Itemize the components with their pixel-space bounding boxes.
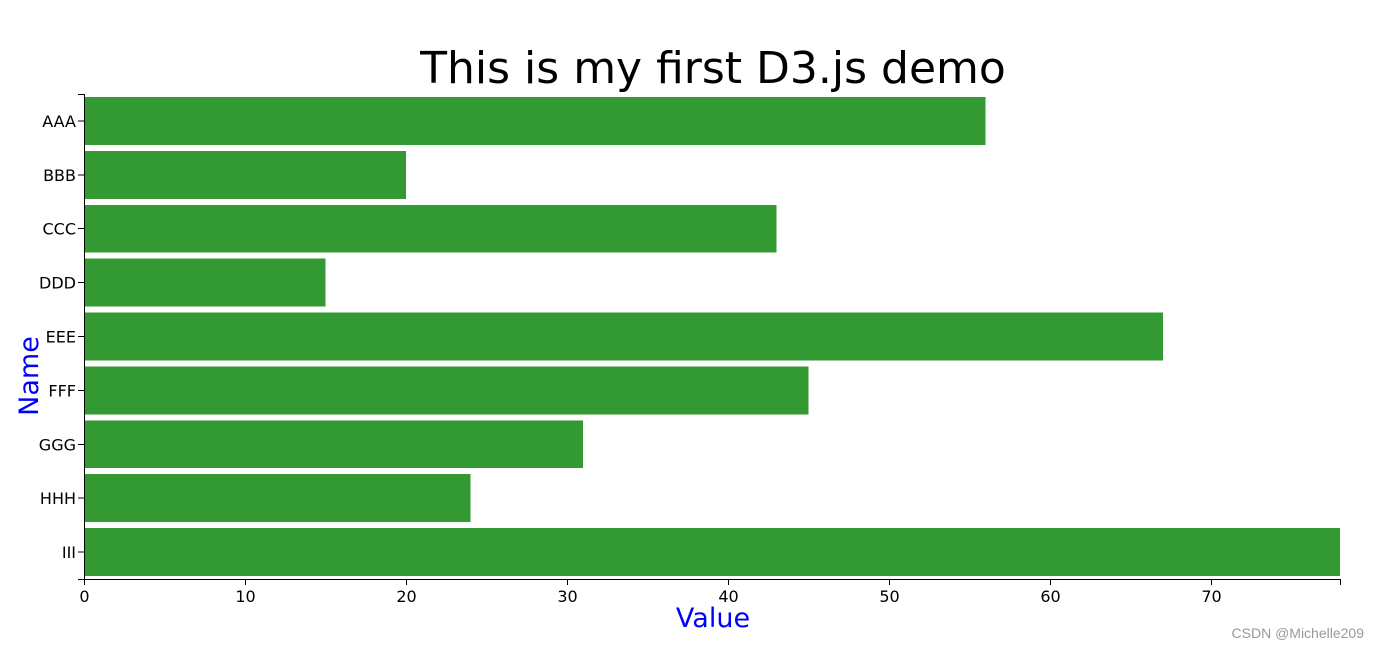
- y-tick-label: HHH: [40, 489, 76, 508]
- bar-fff: [85, 366, 809, 415]
- bars-group: [85, 97, 1340, 576]
- x-tick-label: 50: [879, 587, 899, 606]
- bar-aaa: [85, 97, 986, 145]
- watermark: CSDN @Michelle209: [1231, 625, 1364, 641]
- chart-title: This is my first D3.js demo: [419, 43, 1006, 94]
- bar-ddd: [85, 258, 326, 307]
- bar-bbb: [85, 150, 407, 199]
- bar-ggg: [85, 420, 584, 469]
- x-tick-label: 20: [396, 587, 416, 606]
- y-tick-label: BBB: [43, 166, 76, 185]
- bar-iii: [85, 528, 1340, 576]
- x-axis: 0 10 20 30 40 50 60 70: [79, 579, 1341, 606]
- y-tick-label: DDD: [39, 274, 76, 293]
- x-axis-line: [84, 579, 1341, 585]
- y-axis-line: [78, 94, 85, 580]
- x-tick-label: 30: [557, 587, 577, 606]
- y-axis: AAA BBB CCC DDD EEE FFF GGG HHH III: [39, 94, 85, 580]
- y-tick-label: CCC: [42, 220, 76, 239]
- x-tick-label: 40: [718, 587, 738, 606]
- x-tick-label: 60: [1040, 587, 1060, 606]
- y-tick-label: GGG: [39, 435, 76, 454]
- y-tick-label: AAA: [42, 112, 76, 131]
- y-tick-label: FFF: [48, 381, 76, 400]
- x-axis-label: Value: [676, 603, 750, 634]
- y-axis-label: Name: [14, 336, 45, 416]
- x-tick-label: 70: [1201, 587, 1221, 606]
- y-tick-label: EEE: [46, 328, 76, 347]
- bar-hhh: [85, 474, 471, 523]
- x-tick-label: 0: [79, 587, 89, 606]
- y-tick-label: III: [62, 543, 76, 562]
- x-tick-label: 10: [235, 587, 255, 606]
- bar-ccc: [85, 204, 777, 253]
- bar-eee: [85, 312, 1163, 361]
